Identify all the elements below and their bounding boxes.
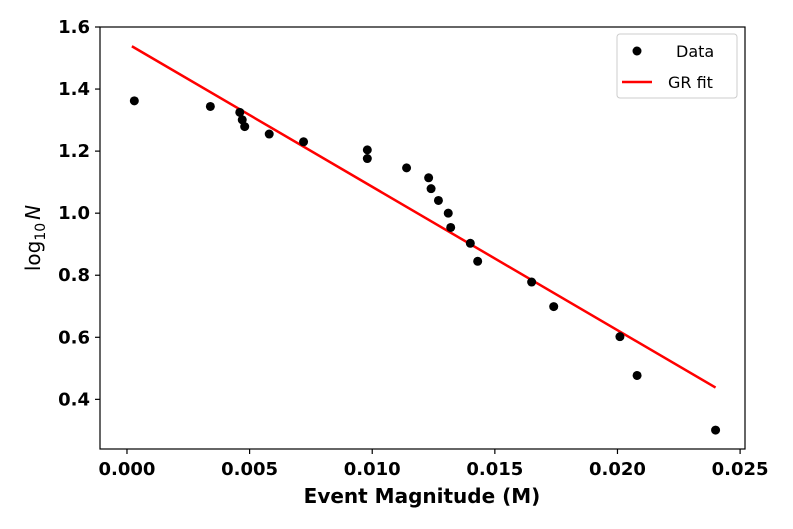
y-tick-label: 0.6 (58, 327, 90, 348)
x-axis-label: Event Magnitude (M) (304, 484, 541, 508)
data-point (549, 302, 559, 312)
y-tick-label: 1.0 (58, 203, 90, 224)
data-point (299, 137, 309, 147)
legend: Data GR fit (616, 33, 738, 99)
data-point (424, 173, 434, 183)
x-tick-label: 0.025 (712, 459, 769, 480)
y-axis-label-subscript: 10 (33, 223, 49, 241)
y-axis-label: log10 N (21, 205, 49, 271)
data-point (473, 256, 483, 266)
y-tick-label: 0.4 (58, 389, 90, 410)
legend-fit-label: GR fit (668, 73, 713, 92)
y-axis-label-base: log (21, 241, 45, 272)
data-point (402, 163, 412, 173)
x-tick-label: 0.000 (99, 459, 156, 480)
x-axis-ticks: 0.000 0.005 0.010 0.015 0.020 0.025 (99, 449, 769, 480)
y-axis-label-var: N (21, 205, 45, 220)
data-point (205, 101, 215, 111)
x-tick-label: 0.005 (221, 459, 278, 480)
legend-data-label: Data (676, 42, 714, 61)
data-point (237, 115, 247, 125)
fit-line (131, 45, 717, 389)
y-tick-label: 1.6 (58, 17, 90, 38)
y-tick-label: 1.2 (58, 141, 90, 162)
data-points-layer (129, 96, 721, 435)
data-point (240, 122, 250, 132)
legend-data-marker (632, 46, 642, 56)
fit-line-layer (131, 45, 717, 389)
data-point (711, 425, 721, 435)
data-point (426, 184, 436, 194)
data-point (433, 195, 443, 205)
y-tick-label: 1.4 (58, 79, 90, 100)
data-point (615, 332, 625, 342)
data-point (362, 145, 372, 155)
data-point (465, 238, 475, 248)
data-point (129, 96, 139, 106)
data-point (235, 107, 245, 117)
data-point (527, 277, 537, 287)
y-axis-ticks: 0.4 0.6 0.8 1.0 1.2 1.4 1.6 (58, 17, 100, 410)
data-point (362, 154, 372, 164)
data-point (632, 370, 642, 380)
data-point (446, 222, 456, 232)
data-point (264, 129, 274, 139)
y-tick-label: 0.8 (58, 265, 90, 286)
x-tick-label: 0.020 (589, 459, 646, 480)
x-tick-label: 0.015 (466, 459, 523, 480)
x-tick-label: 0.010 (344, 459, 401, 480)
data-point (443, 208, 453, 218)
